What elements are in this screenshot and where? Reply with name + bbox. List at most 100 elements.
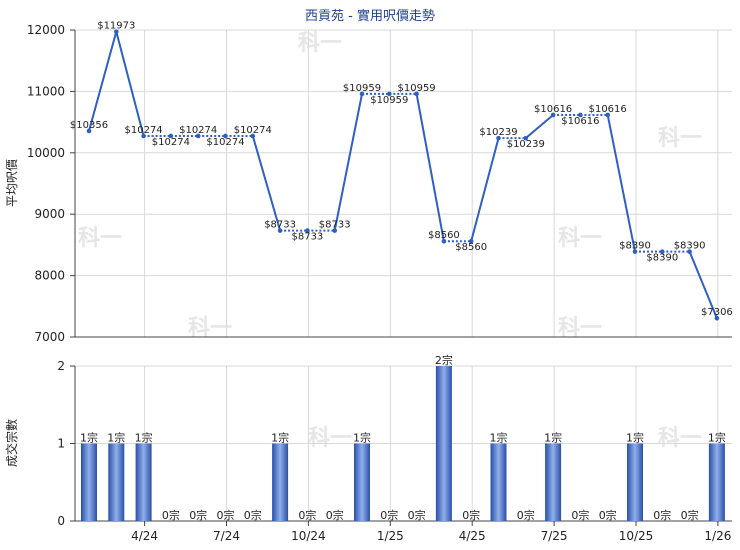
count-bar-label: 0宗 [244, 508, 262, 522]
count-bar-label: 1宗 [490, 431, 508, 445]
count-bar-label: 1宗 [708, 431, 726, 445]
price-value-label: $8733 [264, 220, 296, 231]
count-bar-label: 1宗 [271, 431, 289, 445]
price-value-label: $8733 [291, 232, 323, 243]
price-point [660, 249, 665, 254]
price-point [250, 133, 256, 139]
count-tick-label: 1 [57, 437, 65, 451]
price-point [687, 249, 692, 254]
count-bar-label: 0宗 [189, 508, 207, 522]
count-bar-label: 0宗 [408, 508, 426, 522]
price-value-label: $10274 [179, 125, 217, 136]
price-tick-label: 8000 [34, 269, 65, 283]
count-tick-label: 2 [57, 359, 65, 373]
price-value-label: $10616 [534, 104, 572, 115]
count-bar-label: 1宗 [135, 431, 153, 445]
chart-title: 西貢苑 - 實用呎價走勢 [305, 8, 435, 24]
price-value-label: $10274 [234, 125, 272, 136]
count-bar [272, 443, 289, 521]
price-value-label: $10274 [206, 137, 244, 148]
price-point [605, 112, 610, 118]
price-axis-label: 平均呎價 [5, 159, 19, 207]
price-value-label: $8560 [455, 242, 487, 253]
count-axes: 0 1 2 [57, 359, 732, 528]
x-tick-label: 10/24 [291, 529, 326, 543]
count-bar [108, 443, 125, 521]
x-tick-label: 10/25 [619, 529, 654, 543]
watermark-text: 科一 [558, 226, 602, 251]
count-bar-label: 0宗 [326, 508, 344, 522]
price-value-label: $10959 [398, 83, 436, 94]
price-point [550, 112, 556, 118]
count-bar-label: 1宗 [626, 431, 644, 445]
count-bar-label: 0宗 [571, 508, 589, 522]
count-bar-label: 0宗 [681, 508, 699, 522]
count-bar [490, 443, 507, 521]
price-tick-label: 10000 [27, 146, 65, 160]
x-tick-label: 1/26 [704, 529, 731, 543]
price-line-segment [415, 93, 445, 242]
count-bar [545, 443, 562, 521]
price-tick-label: 7000 [34, 330, 65, 344]
count-bar [135, 443, 152, 521]
price-value-label: $10274 [125, 125, 163, 136]
count-bar [354, 443, 370, 521]
price-line-segment [115, 31, 145, 137]
price-point [223, 133, 228, 139]
price-point [468, 238, 474, 244]
price-point [141, 133, 146, 139]
price-point [496, 135, 501, 141]
price-value-label: $8390 [674, 241, 706, 252]
count-bar [435, 366, 452, 521]
count-bar-label: 1宗 [353, 431, 371, 445]
watermark-text: 科一 [658, 126, 702, 151]
price-tick-label: 12000 [27, 23, 65, 37]
count-bar [708, 443, 725, 521]
count-bar-label: 0宗 [217, 508, 235, 522]
x-tick-label: 7/25 [541, 529, 568, 543]
price-value-label: $10274 [152, 137, 190, 148]
count-bar-label: 0宗 [298, 508, 316, 522]
price-point [168, 133, 174, 139]
price-point [578, 112, 583, 118]
price-value-label: $10239 [479, 127, 517, 138]
price-value-label: $7306 [701, 307, 733, 318]
price-grid [75, 29, 732, 338]
price-value-label: $10616 [561, 116, 599, 127]
count-bar-label: 0宗 [162, 508, 180, 522]
price-point [277, 228, 283, 233]
price-tick-label: 9000 [34, 207, 65, 221]
count-bar [81, 443, 97, 521]
count-bar-label: 1宗 [544, 431, 562, 445]
count-bar [627, 443, 643, 521]
price-value-label: $10239 [507, 139, 545, 150]
watermark-text: 科一 [308, 426, 352, 451]
count-bar-label: 0宗 [653, 508, 671, 522]
price-line-segment [88, 31, 118, 132]
count-axis-label: 成交宗數 [4, 419, 19, 467]
price-point [305, 228, 310, 233]
watermark-text: 科一 [298, 31, 342, 56]
price-point [86, 128, 92, 134]
count-bar-label: 0宗 [462, 508, 480, 522]
count-bar-label: 0宗 [517, 508, 535, 522]
price-line-segment [470, 137, 500, 242]
watermark-text: 科一 [78, 226, 122, 251]
x-tick-label: 7/24 [213, 529, 240, 543]
count-bar-label: 0宗 [380, 508, 398, 522]
price-value-label: $8390 [619, 241, 651, 252]
price-line-segment [333, 93, 363, 231]
watermark-text: 科一 [658, 426, 702, 451]
price-point [114, 29, 119, 34]
count-tick-label: 0 [57, 514, 65, 528]
x-tick-label: 4/25 [459, 529, 486, 543]
price-point [523, 135, 529, 141]
price-value-label: $8390 [646, 253, 678, 264]
x-tick-label: 1/25 [377, 529, 404, 543]
price-point [359, 91, 365, 97]
price-value-label: $10959 [370, 95, 408, 106]
price-point [441, 238, 447, 244]
x-tick-label: 4/24 [131, 529, 158, 543]
price-point [195, 133, 201, 139]
